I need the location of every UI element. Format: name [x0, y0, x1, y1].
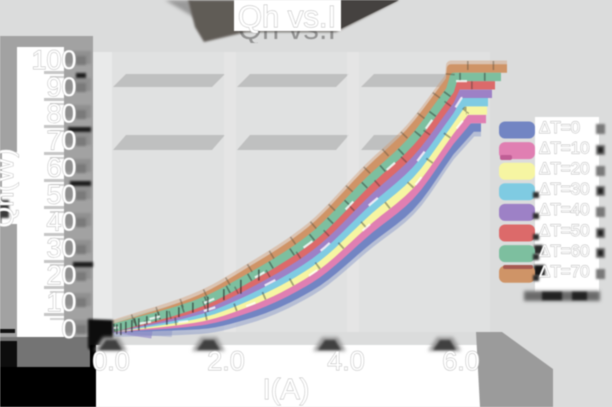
svg-text:6.0: 6.0 — [442, 346, 480, 376]
svg-text:60: 60 — [46, 153, 76, 183]
svg-text:I(A): I(A) — [263, 374, 310, 406]
svg-text:90: 90 — [46, 72, 76, 102]
svg-text:4.0: 4.0 — [327, 346, 365, 376]
svg-text:Qh(W): Qh(W) — [0, 148, 19, 227]
svg-text:ΔT=10: ΔT=10 — [539, 138, 590, 157]
svg-text:ΔT=0: ΔT=0 — [539, 118, 580, 137]
svg-text:ΔT=40: ΔT=40 — [539, 200, 590, 219]
svg-text:Qh vs.I: Qh vs.I — [238, 11, 336, 46]
svg-text:30: 30 — [46, 233, 76, 263]
svg-text:ΔT=70: ΔT=70 — [539, 262, 590, 281]
svg-text:50: 50 — [46, 179, 76, 209]
svg-text:0: 0 — [61, 314, 76, 344]
svg-text:40: 40 — [46, 206, 76, 236]
svg-text:0.0: 0.0 — [92, 346, 130, 376]
svg-text:ΔT=30: ΔT=30 — [539, 180, 590, 199]
svg-text:70: 70 — [46, 126, 76, 156]
svg-text:100: 100 — [31, 45, 76, 75]
svg-text:10: 10 — [46, 287, 76, 317]
svg-text:ΔT=20: ΔT=20 — [539, 159, 590, 178]
svg-text:20: 20 — [46, 260, 76, 290]
svg-text:ΔT=50: ΔT=50 — [539, 221, 590, 240]
svg-text:ΔT=60: ΔT=60 — [539, 241, 590, 260]
svg-text:Qh vs.I: Qh vs.I — [238, 0, 336, 34]
svg-text:2.0: 2.0 — [207, 346, 245, 376]
svg-text:80: 80 — [46, 99, 76, 129]
